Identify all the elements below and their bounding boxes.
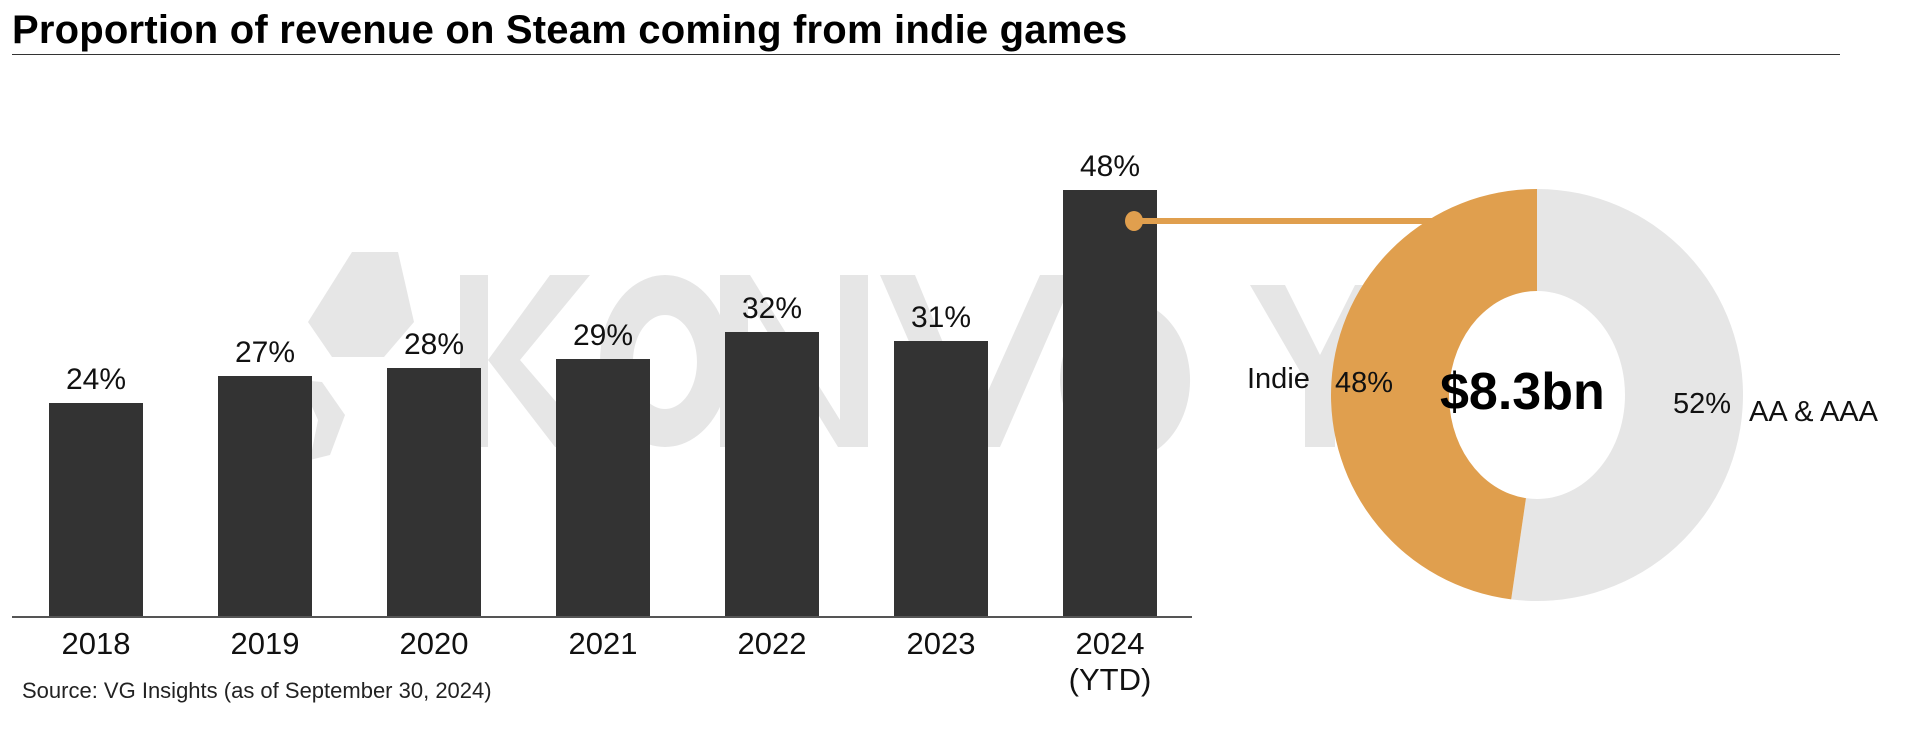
category-year: 2024 xyxy=(1075,626,1145,661)
x-axis-line xyxy=(12,616,1192,618)
x-axis-tick-label: 2023 xyxy=(861,626,1021,662)
donut-segment-aa-aaa xyxy=(1511,189,1743,601)
aa-aaa-name-label: AA & AAA xyxy=(1749,396,1878,428)
bar-2019 xyxy=(218,376,312,616)
bar-value-label: 31% xyxy=(910,300,972,334)
x-axis-tick-label: 2018 xyxy=(16,626,176,662)
bar-value-label: 32% xyxy=(741,292,803,325)
bar-2023 xyxy=(894,340,988,616)
x-axis-tick-label: 2021 xyxy=(523,626,683,662)
category-year: 2021 xyxy=(568,626,638,661)
x-axis-tick-label: 2022 xyxy=(692,626,852,662)
category-subtitle: (YTD) xyxy=(1068,662,1152,697)
category-year: 2018 xyxy=(61,626,131,661)
bar-2024 xyxy=(1063,190,1157,616)
x-axis-tick-label: 2019 xyxy=(185,626,345,662)
connector-dot-icon xyxy=(1125,211,1143,231)
bar-value-label: 48% xyxy=(1079,150,1141,183)
category-year: 2022 xyxy=(737,626,807,661)
title-divider xyxy=(12,54,1840,55)
source-note: Source: VG Insights (as of September 30,… xyxy=(22,678,492,703)
chart-title: Proportion of revenue on Steam coming fr… xyxy=(12,8,1128,52)
category-year: 2023 xyxy=(906,626,976,661)
bar-2022 xyxy=(725,332,819,616)
bar-value-label: 24% xyxy=(65,363,127,396)
bar-2020 xyxy=(387,367,481,616)
bar-value-label: 28% xyxy=(403,327,465,361)
x-axis-tick-label: 2024 (YTD) xyxy=(1030,626,1190,698)
x-axis-tick-label: 2020 xyxy=(354,626,514,662)
bar-2018 xyxy=(49,403,143,616)
donut-segment-indie xyxy=(1331,189,1537,600)
category-year: 2019 xyxy=(230,626,300,661)
bar-value-label: 27% xyxy=(234,336,296,370)
category-year: 2020 xyxy=(399,626,469,661)
indie-name-label: Indie xyxy=(1247,363,1310,395)
bar-value-label: 29% xyxy=(572,318,634,352)
indie-percent-label: 48% xyxy=(1335,367,1394,399)
aa-aaa-percent-label: 52% xyxy=(1673,388,1732,420)
donut-center-total: $8.3bn xyxy=(1440,363,1605,421)
bar-2021 xyxy=(556,358,650,616)
